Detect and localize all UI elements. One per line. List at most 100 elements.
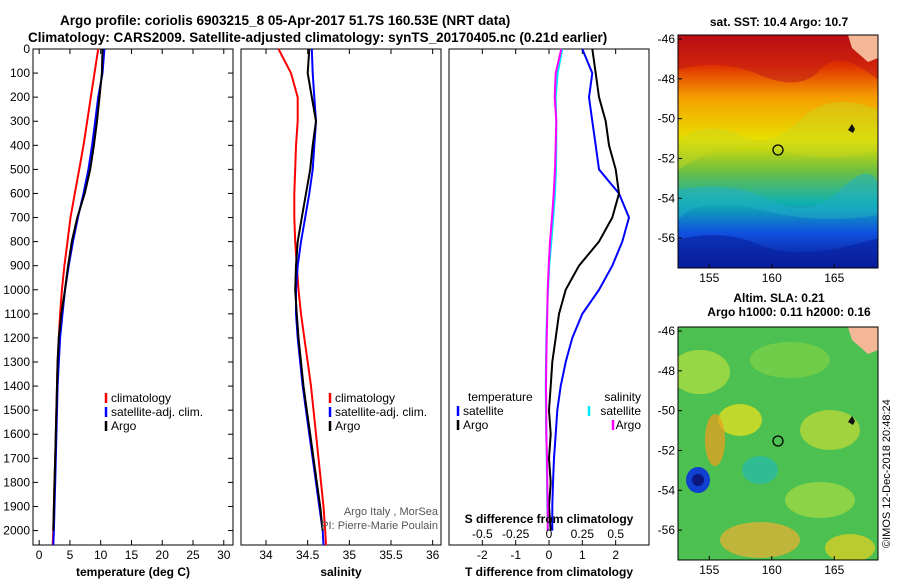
map-y-tick-label: -48 [658,72,676,86]
y-tick-label: 400 [10,138,30,152]
sla-map-ticks: 155 160 165 -46 -48 -50 -52 -54 -56 [658,324,845,577]
map-x-tick-label: 160 [762,563,782,577]
temperature-panel [32,48,234,546]
s-tick-label: -0.25 [502,527,530,541]
sla-map-title: Altim. SLA: 0.21 [733,291,825,305]
y-tick-label: 200 [10,90,30,104]
x-tick-label: 34.5 [296,548,320,562]
x-axis-label: salinity [320,565,362,579]
sst-map-image [678,35,878,268]
sst-argo-marker [772,144,784,156]
map-y-tick-label: -52 [658,443,676,457]
x-tick-label: 30 [217,548,231,562]
legend-label: climatology [111,391,171,405]
x-tick-label: 34 [259,548,273,562]
x-tick-label: 35.5 [379,548,403,562]
sst-map-frame [677,34,879,269]
map-x-tick-label: 155 [699,563,719,577]
y-tick-label: 600 [10,186,30,200]
map-y-tick-label: -52 [658,151,676,165]
legend-salinity-title: salinity [604,390,641,404]
y-tick-label: 100 [10,66,30,80]
header-line2: Climatology: CARS2009. Satellite-adjuste… [28,30,607,45]
imos-stamp: ©IMOS 12-Dec-2018 20:48:24 [881,399,893,548]
map-x-tick-label: 160 [762,271,782,285]
y-tick-label: 1700 [3,451,30,465]
y-tick-label: 800 [10,235,30,249]
s-tick-label: 0 [546,527,553,541]
difference-plot: -2 -1 0 1 2 T difference from climatology S di… [456,48,642,579]
salinity-plot: 34 34.5 35 35.5 36 salinity climatologysatelli… [259,48,440,579]
sla-map-image [678,327,878,560]
y-tick-label: 1300 [3,355,30,369]
y-tick-label: 1000 [3,283,30,297]
legend-label: satellite-adj. clim. [111,405,203,419]
s-tick-label: -0.5 [472,527,493,541]
y-tick-label: 1400 [3,379,30,393]
x-tick-label: 10 [94,548,108,562]
y-tick-label: 1100 [4,307,30,321]
sla-argo-marker [772,435,784,447]
map-x-tick-label: 165 [824,563,844,577]
series-line-argo [294,48,324,531]
legend-temperature-title: temperature [468,390,533,404]
legend-label: climatology [335,391,395,405]
sst-map-ticks: 155 160 165 -46 -48 -50 -52 -54 -56 [658,32,845,285]
x-tick-label: 1 [579,548,586,562]
map-x-tick-label: 155 [699,271,719,285]
y-tick-label: 300 [10,114,30,128]
legend-label: Argo [463,418,489,432]
map-y-tick-label: -46 [658,324,676,338]
map-y-tick-label: -50 [658,112,676,126]
x-tick-label: 15 [125,548,139,562]
sst-map-title: sat. SST: 10.4 Argo: 10.7 [710,15,849,29]
legend-label: Argo [616,418,642,432]
series-line-argo [547,48,621,531]
x-tick-label: 35 [343,548,357,562]
map-y-tick-label: -46 [658,32,676,46]
salinity-panel [240,48,442,546]
map-x-tick-label: 165 [824,271,844,285]
credit-line1: Argo Italy , MorSea [344,506,439,518]
y-tick-label: 700 [10,211,30,225]
y-tick-label: 2000 [3,524,30,538]
y-tick-label: 1600 [3,427,30,441]
y-tick-label: 500 [10,162,30,176]
x-tick-label: 2 [612,548,619,562]
x-tick-label: 0 [546,548,553,562]
series-line-argo [544,48,563,531]
map-y-tick-label: -56 [658,231,676,245]
map-y-tick-label: -56 [658,523,676,537]
series-line-argo [52,48,104,531]
legend-label: Argo [335,419,361,433]
x-tick-label: 25 [186,548,200,562]
series-line-climatology [277,48,327,546]
legend-label: Argo [111,419,137,433]
series-line-satellite [551,48,631,531]
s-tick-label: 0.5 [607,527,624,541]
s-difference-axis-label: S difference from climatology [465,512,634,526]
x-axis-label: T difference from climatology [465,565,633,579]
x-tick-label: 20 [156,548,170,562]
x-tick-label: 5 [67,548,74,562]
y-tick-label: 1900 [3,499,30,513]
y-tick-label: 900 [10,259,30,273]
map-y-tick-label: -48 [658,364,676,378]
sla-map-subtitle: Argo h1000: 0.11 h2000: 0.16 [707,305,871,319]
x-tick-label: 36 [426,548,440,562]
map-y-tick-label: -54 [658,483,676,497]
legend-label: satellite-adj. clim. [335,405,427,419]
y-tick-label: 0 [23,42,30,56]
legend-label: satellite [463,404,504,418]
credit-line2: PI: Pierre-Marie Poulain [321,520,438,532]
temperature-plot: 0 5 10 15 20 25 300100200300400500600700800900… [3,42,233,579]
legend-label: satellite [600,404,641,418]
map-y-tick-label: -54 [658,191,676,205]
x-tick-label: 0 [36,548,43,562]
y-tick-label: 1800 [3,475,30,489]
x-tick-label: -2 [477,548,488,562]
map-y-tick-label: -50 [658,404,676,418]
x-axis-label: temperature (deg C) [76,565,190,579]
s-tick-label: 0.25 [571,527,595,541]
